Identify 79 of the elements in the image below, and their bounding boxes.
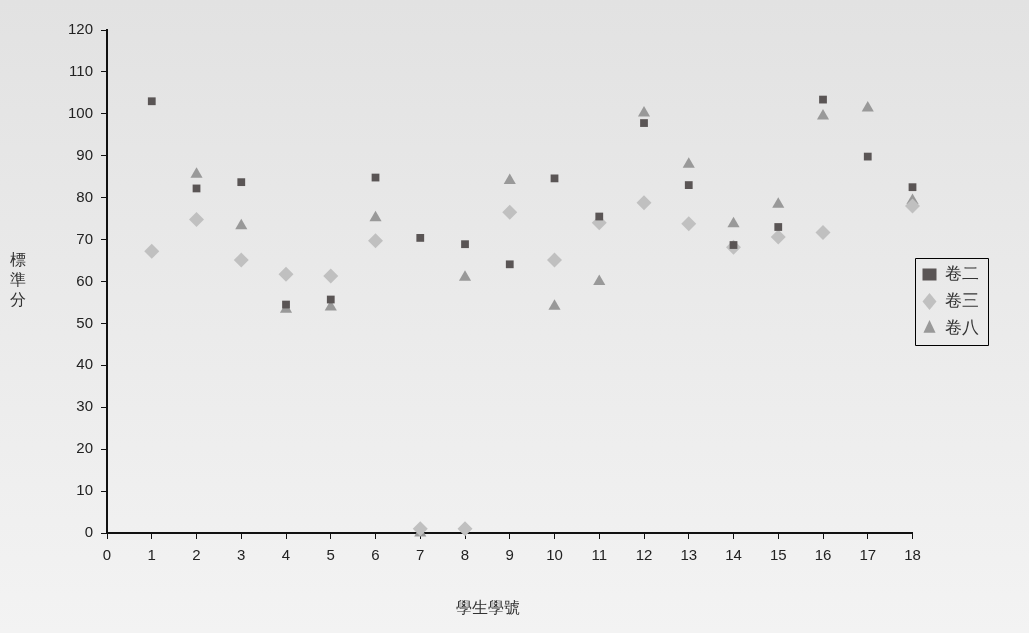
point — [326, 295, 335, 304]
point — [548, 299, 561, 310]
y-tick-label: 30 — [76, 397, 94, 415]
y-tick-label: 90 — [76, 145, 94, 163]
x-tick-label: 18 — [904, 546, 921, 564]
x-tick-label: 8 — [460, 546, 470, 564]
point — [190, 167, 203, 178]
x-tick-label: 7 — [416, 546, 425, 564]
x-tick-label: 13 — [680, 546, 698, 564]
point — [458, 270, 472, 281]
x-tick-label: 16 — [814, 546, 832, 564]
point — [368, 233, 384, 249]
point — [593, 274, 606, 285]
point — [503, 173, 516, 184]
x-tick-label: 2 — [192, 546, 201, 564]
x-tick-label: 4 — [281, 546, 291, 564]
point — [144, 243, 160, 259]
point — [636, 195, 652, 211]
point — [774, 223, 783, 231]
y-tick-label: 0 — [84, 523, 94, 541]
y-tick-label: 100 — [68, 103, 94, 121]
point — [278, 266, 294, 282]
point — [863, 152, 872, 161]
x-tick-label: 17 — [859, 546, 877, 564]
x-tick-label: 0 — [102, 546, 112, 564]
y-tick-label: 10 — [76, 481, 94, 499]
point — [237, 178, 246, 187]
point — [682, 157, 695, 168]
point — [772, 197, 785, 208]
point — [595, 212, 604, 221]
point — [819, 95, 827, 104]
point — [189, 211, 205, 227]
point — [416, 234, 425, 242]
y-tick-label: 40 — [76, 355, 94, 373]
point — [412, 521, 428, 537]
point — [684, 181, 693, 189]
point — [457, 521, 473, 537]
x-tick-label: 1 — [147, 546, 156, 564]
point — [816, 108, 830, 120]
point — [550, 174, 559, 183]
y-tick-label: 80 — [76, 187, 94, 205]
point — [505, 260, 514, 269]
point — [681, 216, 697, 232]
point — [147, 97, 156, 106]
x-tick-label: 15 — [769, 546, 787, 564]
point — [770, 229, 786, 245]
point — [861, 100, 874, 112]
point — [502, 204, 518, 220]
point — [815, 224, 831, 240]
point — [727, 216, 740, 228]
x-tick-label: 14 — [725, 546, 742, 564]
point — [461, 240, 469, 249]
x-axis-title: 學生學號 — [454, 598, 521, 619]
point — [640, 119, 648, 127]
point — [547, 252, 563, 268]
x-tick-label: 12 — [635, 546, 653, 564]
point — [233, 252, 249, 268]
y-tick-label: 110 — [69, 62, 94, 80]
legend-label: 卷二 — [945, 262, 979, 283]
y-axis-title: 標準分 — [9, 250, 27, 310]
point — [908, 183, 917, 192]
point — [369, 210, 382, 222]
x-tick-label: 11 — [591, 546, 608, 564]
x-tick-label: 10 — [546, 546, 563, 564]
x-tick-label: 9 — [505, 546, 514, 564]
point — [323, 268, 339, 284]
x-tick-label: 3 — [237, 546, 246, 564]
point — [235, 218, 248, 230]
x-tick-label: 6 — [371, 546, 380, 564]
legend-label: 卷三 — [945, 289, 979, 310]
y-tick-label: 20 — [76, 439, 94, 457]
point — [282, 300, 290, 309]
x-tick-label: 5 — [326, 546, 335, 564]
legend-label: 卷八 — [945, 316, 979, 337]
y-tick-label: 50 — [76, 313, 94, 331]
point — [905, 198, 920, 214]
y-tick-label: 120 — [68, 20, 94, 38]
y-tick-label: 70 — [76, 229, 94, 247]
y-tick-label: 60 — [76, 271, 94, 289]
